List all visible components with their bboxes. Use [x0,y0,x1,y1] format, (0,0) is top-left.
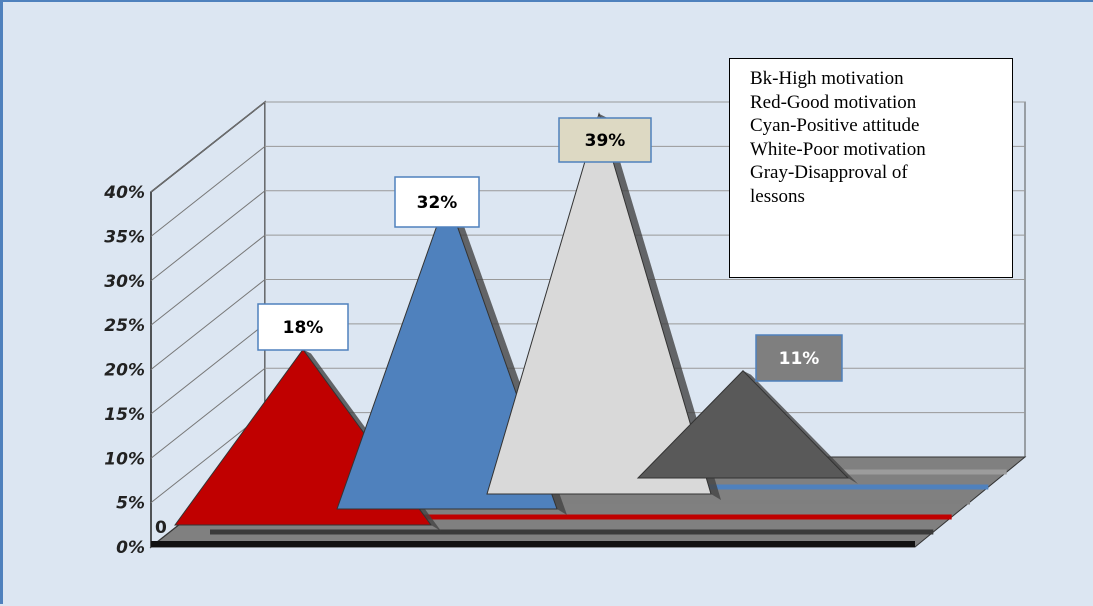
data-label: 18% [283,318,324,338]
triangle-mark [636,370,850,479]
data-label: 11% [779,349,820,369]
triangle-mark [486,111,712,495]
gridline-side [150,101,266,193]
floor-front-edge [151,541,915,547]
y-tick-label: 30% [104,272,145,292]
legend-entry-poor-motivation: White-Poor motivation [750,138,926,160]
data-label-box [558,117,652,163]
data-label-box [755,334,843,382]
triangle-mark [336,195,558,510]
legend-entry-positive-attitude: Cyan-Positive attitude [750,115,920,136]
gridline-side [150,145,266,237]
y-tick-label: 0% [116,538,145,558]
gridline-side [150,279,266,370]
gridline-side [150,367,266,459]
legend-entry-disapproval: Gray-Disapproval of [750,162,908,183]
y-tick-label: 15% [104,405,145,425]
gridline-side [150,234,266,326]
y-tick-label: 10% [104,449,145,469]
chart-marks [174,111,858,531]
data-label: 39% [585,131,626,151]
triangle-side [599,113,721,500]
data-label: 32% [417,193,458,213]
y-tick-label: 40% [103,183,145,203]
legend-entry-good-motivation: Red-Good motivation [750,91,917,113]
y-tick-label: 25% [104,316,145,336]
y-tick-label: 5% [116,494,145,514]
baseline-label: 0 [155,518,167,538]
legend-entry-disapproval-cont: lessons [750,185,805,207]
data-labels: 18% 32% 39% 11% [257,117,843,382]
data-label-box [394,176,480,228]
chart-plot: 0% 5% 10% 15% 20% 25% 30% 35% 40% 18% 32% 39% 11% 0 [103,100,1027,558]
data-label-box [257,303,349,351]
y-axis-ticks: 0% 5% 10% 15% 20% 25% 30% 35% 40% [103,183,145,558]
gridline-side [150,190,266,282]
gridline-side [150,323,266,415]
legend: Bk-High motivation Red-Good motivation C… [729,58,1013,278]
y-tick-label: 35% [104,227,145,247]
y-tick-label: 20% [104,361,145,381]
triangle-side [743,370,858,484]
legend-entry-high-motivation: Bk-High motivation [750,68,904,89]
